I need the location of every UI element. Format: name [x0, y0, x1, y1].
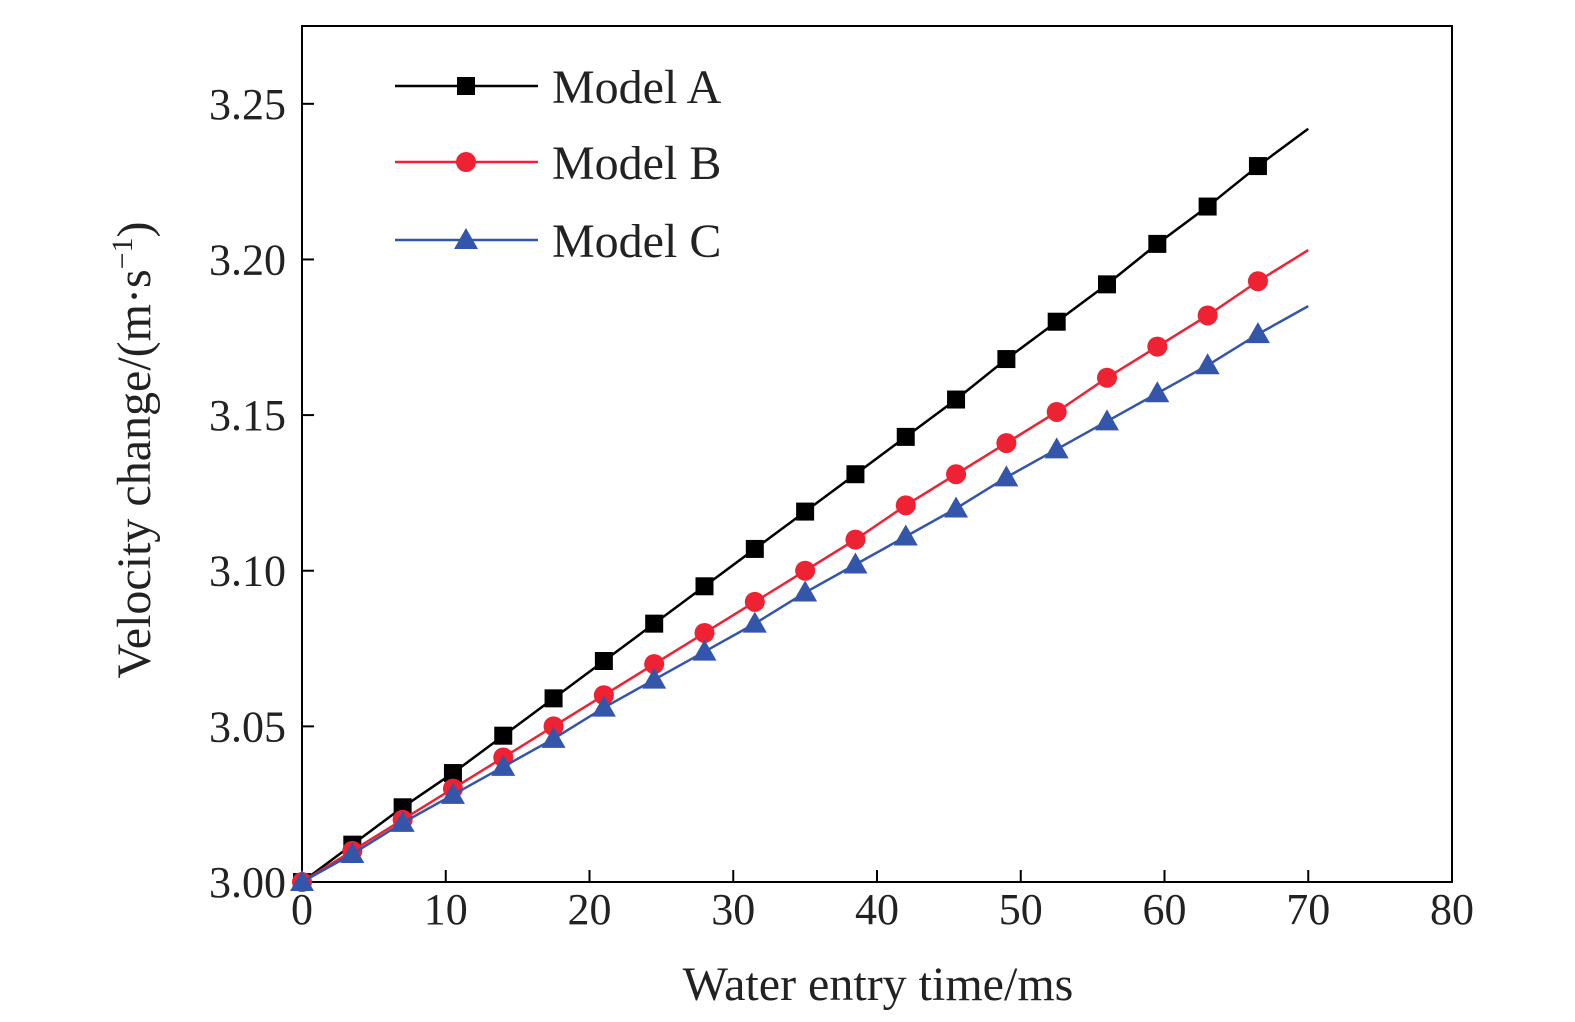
x-tick-label: 30: [711, 885, 755, 934]
data-point-model-b: [946, 464, 967, 485]
y-axis-title-main: Velocity change/(m·s: [108, 269, 161, 678]
data-point-model-a: [997, 350, 1016, 369]
plot-border: [301, 25, 1453, 883]
y-tick-label: 3.05: [209, 702, 286, 751]
data-point-model-c: [893, 524, 918, 546]
data-point-model-c: [390, 810, 415, 832]
y-tick-label: 3.00: [209, 858, 286, 907]
data-point-model-c: [440, 782, 465, 804]
series-layer: [290, 127, 1309, 892]
legend-item-model-b: Model B: [395, 137, 721, 190]
data-point-model-a: [1098, 275, 1116, 294]
data-point-model-c: [1095, 409, 1119, 431]
x-tick-label: 70: [1286, 885, 1330, 934]
data-point-model-b: [1097, 367, 1117, 388]
legend-marker-model-b: [456, 152, 476, 172]
data-point-model-c: [1245, 322, 1270, 344]
data-point-model-a: [695, 577, 714, 596]
x-tick-label: 10: [424, 885, 468, 934]
data-point-model-c: [692, 639, 717, 661]
data-point-model-a: [1198, 197, 1217, 216]
data-point-model-c: [793, 580, 818, 602]
data-point-model-b: [1197, 305, 1218, 326]
data-point-model-c: [944, 496, 969, 518]
data-point-model-a: [544, 689, 563, 708]
data-point-model-c: [843, 552, 868, 574]
data-point-model-b: [996, 433, 1017, 454]
data-point-model-b: [845, 529, 866, 550]
data-point-model-b: [1147, 336, 1168, 357]
x-tick-label: 0: [291, 885, 313, 934]
data-point-model-a: [1047, 312, 1066, 331]
data-point-model-c: [340, 841, 365, 863]
data-point-model-a: [494, 726, 513, 745]
x-tick-label: 60: [1143, 885, 1187, 934]
data-point-model-c: [1145, 381, 1170, 403]
data-point-model-b: [895, 495, 916, 516]
data-point-model-a: [947, 390, 966, 409]
legend-label-model-c: Model C: [552, 215, 721, 268]
legend-item-model-c: Model C: [395, 215, 721, 268]
data-point-model-b: [1247, 271, 1268, 292]
data-point-model-b: [644, 654, 665, 675]
data-point-model-a: [796, 502, 815, 521]
series-model-b: [292, 249, 1309, 892]
x-tick-label: 80: [1430, 885, 1474, 934]
y-axis-title-superscript: −1: [106, 237, 139, 269]
series-model-c: [290, 305, 1309, 891]
legend-marker-model-a: [457, 77, 475, 95]
legend: Model A Model B Model C: [395, 61, 722, 268]
data-point-model-a: [594, 651, 613, 670]
data-point-model-a: [896, 427, 915, 446]
x-tick-label: 20: [568, 885, 612, 934]
y-axis-title: Velocity change/(m·s−1): [106, 221, 161, 678]
y-tick-label: 3.15: [209, 391, 286, 440]
data-point-model-c: [491, 754, 516, 776]
data-point-model-c: [290, 870, 314, 891]
data-point-model-a: [645, 614, 664, 633]
data-point-model-b: [795, 560, 816, 581]
plot-frame: [301, 25, 1453, 883]
data-point-model-a: [846, 465, 865, 484]
data-point-model-c: [994, 465, 1019, 487]
data-point-model-a: [1248, 157, 1267, 176]
legend-label-model-a: Model A: [552, 61, 722, 114]
data-point-model-c: [541, 726, 566, 748]
legend-marker-model-c: [454, 228, 478, 249]
y-axis: 3.00 3.05 3.10 3.15 3.20 3.25: [209, 80, 314, 907]
data-point-model-a: [1148, 234, 1167, 253]
data-point-model-b: [744, 591, 765, 612]
data-point-model-c: [1044, 437, 1069, 459]
data-point-model-a: [745, 539, 764, 558]
data-point-model-a: [443, 764, 462, 783]
data-point-model-b: [543, 716, 564, 737]
y-tick-label: 3.25: [209, 80, 286, 129]
y-axis-title-close: ): [108, 221, 161, 237]
data-point-model-b: [593, 685, 614, 706]
data-point-model-c: [1195, 353, 1220, 375]
data-point-model-b: [1046, 401, 1067, 422]
data-point-model-c: [742, 611, 767, 633]
data-point-model-c: [591, 695, 616, 717]
y-tick-label: 3.20: [209, 235, 286, 284]
x-tick-label: 50: [999, 885, 1043, 934]
x-axis: 0 10 20 30 40 50 60 70 80: [291, 870, 1474, 934]
y-tick-label: 3.10: [209, 547, 286, 596]
data-point-model-b: [694, 622, 715, 643]
x-tick-label: 40: [855, 885, 899, 934]
series-model-a: [293, 127, 1309, 891]
legend-label-model-b: Model B: [552, 137, 721, 190]
x-axis-title: Water entry time/ms: [683, 958, 1074, 1011]
data-point-model-c: [642, 667, 667, 689]
legend-item-model-a: Model A: [395, 61, 722, 114]
